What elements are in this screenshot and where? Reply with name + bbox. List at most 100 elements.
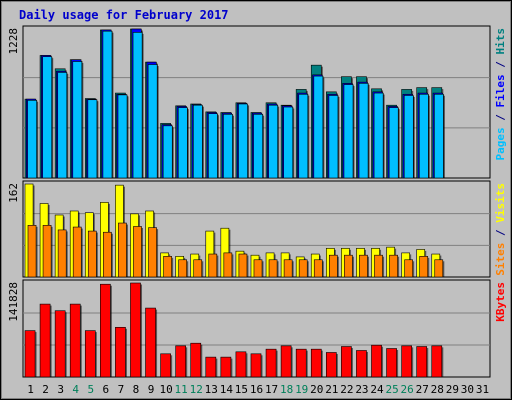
bar-kbytes-day-19	[295, 348, 307, 378]
legend-part: /	[494, 108, 507, 128]
bar-kbytes-day-26	[401, 345, 412, 378]
bar-kbytes-day-20	[310, 348, 322, 378]
x-tick-label-day-26: 26	[401, 383, 414, 396]
x-tick-label-day-16: 16	[250, 383, 263, 396]
bar-pages-day-13	[208, 113, 218, 179]
bar-kbytes-day-10	[160, 353, 171, 378]
bar-pages-day-16	[253, 113, 263, 179]
bar-pages-day-6	[102, 30, 113, 179]
series-legend-label: KBytes	[494, 282, 507, 322]
x-tick-label-day-8: 8	[133, 383, 140, 396]
bar-pages-day-12	[193, 104, 203, 179]
x-tick-label-day-5: 5	[87, 383, 94, 396]
bar-sites-day-20	[313, 259, 323, 278]
y-max-label: 1228	[7, 28, 20, 55]
x-tick-label-day-25: 25	[385, 383, 398, 396]
x-tick-label-day-14: 14	[220, 383, 234, 396]
legend-part: Pages	[494, 127, 507, 160]
bar-sites-day-15	[238, 253, 248, 278]
x-tick-label-day-21: 21	[325, 383, 338, 396]
bar-sites-day-27	[419, 256, 429, 278]
bar-pages-day-9	[147, 64, 158, 179]
bar-sites-day-8	[133, 226, 142, 278]
x-tick-label-day-20: 20	[310, 383, 323, 396]
bar-kbytes-day-4	[69, 303, 81, 378]
x-tick-label-day-7: 7	[118, 383, 125, 396]
x-tick-label-day-9: 9	[148, 383, 155, 396]
bar-kbytes-day-5	[84, 330, 96, 378]
legend-part: /	[494, 55, 507, 75]
legend-part: KBytes	[494, 282, 507, 322]
bar-pages-day-20	[313, 75, 324, 179]
x-tick-label-day-19: 19	[295, 383, 308, 396]
bar-kbytes-day-15	[235, 351, 247, 378]
x-tick-label-day-27: 27	[416, 383, 429, 396]
bar-sites-day-3	[57, 229, 67, 278]
bar-sites-day-12	[193, 259, 203, 278]
bar-sites-day-2	[42, 225, 52, 278]
series-legend-label: Sites / Visits	[494, 183, 507, 276]
bar-kbytes-day-3	[54, 310, 66, 378]
x-tick-label-day-15: 15	[235, 383, 248, 396]
bar-sites-day-11	[178, 259, 188, 278]
bar-pages-day-2	[42, 56, 53, 179]
bar-sites-day-23	[359, 254, 368, 278]
bar-pages-day-3	[57, 72, 68, 179]
x-tick-label-day-11: 11	[175, 383, 188, 396]
y-max-label: 162	[7, 183, 20, 203]
bar-kbytes-day-16	[250, 353, 262, 378]
bar-pages-day-14	[223, 113, 233, 179]
chart-title: Daily usage for February 2017	[19, 8, 229, 22]
y-max-label: 141828	[7, 282, 20, 322]
bar-pages-day-5	[87, 99, 98, 179]
x-tick-label-day-24: 24	[370, 383, 384, 396]
bar-pages-day-27	[418, 93, 429, 179]
bar-sites-day-28	[434, 259, 444, 278]
bar-kbytes-day-8	[130, 282, 141, 378]
x-tick-label-day-28: 28	[431, 383, 444, 396]
bar-pages-day-26	[403, 95, 414, 179]
legend-part: Hits	[494, 28, 507, 55]
panel-hits-files-pages: 1228 Pages / Files / Hits	[7, 25, 507, 179]
bar-sites-day-21	[328, 254, 338, 278]
bar-pages-day-15	[238, 103, 248, 179]
bar-pages-day-19	[298, 93, 309, 179]
bar-kbytes-day-18	[280, 345, 292, 378]
bar-kbytes-day-17	[265, 348, 277, 378]
bar-kbytes-day-2	[39, 303, 51, 378]
x-tick-label-day-3: 3	[57, 383, 64, 396]
legend-part: /	[494, 223, 507, 243]
series-legend-label: Pages / Files / Hits	[494, 28, 507, 161]
bar-kbytes-day-14	[220, 356, 232, 378]
bar-pages-day-4	[72, 61, 83, 179]
bar-kbytes-day-25	[386, 348, 397, 378]
bar-pages-day-28	[434, 93, 444, 179]
bar-kbytes-day-7	[115, 326, 126, 378]
x-tick-label-day-4: 4	[72, 383, 79, 396]
x-tick-label-day-10: 10	[159, 383, 172, 396]
x-tick-label-day-13: 13	[205, 383, 218, 396]
bar-pages-day-23	[358, 83, 369, 179]
bar-sites-day-16	[253, 259, 263, 278]
bar-kbytes-day-28	[431, 345, 443, 378]
bar-pages-day-10	[162, 125, 173, 179]
bar-kbytes-day-22	[341, 346, 352, 378]
x-tick-label-day-6: 6	[103, 383, 110, 396]
bar-pages-day-18	[283, 106, 294, 179]
bar-pages-day-24	[373, 92, 384, 179]
bar-sites-day-24	[374, 254, 383, 278]
bar-sites-day-26	[404, 259, 413, 278]
bar-sites-day-1	[27, 225, 37, 278]
x-tick-label-day-29: 29	[446, 383, 459, 396]
legend-part: Visits	[494, 183, 507, 223]
bar-sites-day-18	[283, 259, 293, 278]
panel-kbytes: 141828 KBytes	[7, 279, 507, 378]
bar-pages-day-22	[343, 84, 354, 179]
bar-pages-day-11	[177, 107, 188, 179]
bar-sites-day-17	[268, 259, 278, 278]
bar-kbytes-day-23	[356, 350, 367, 378]
bar-sites-day-4	[72, 226, 82, 278]
panel-visits-sites: 162 Sites / Visits	[7, 180, 507, 278]
bar-kbytes-day-27	[416, 346, 428, 378]
